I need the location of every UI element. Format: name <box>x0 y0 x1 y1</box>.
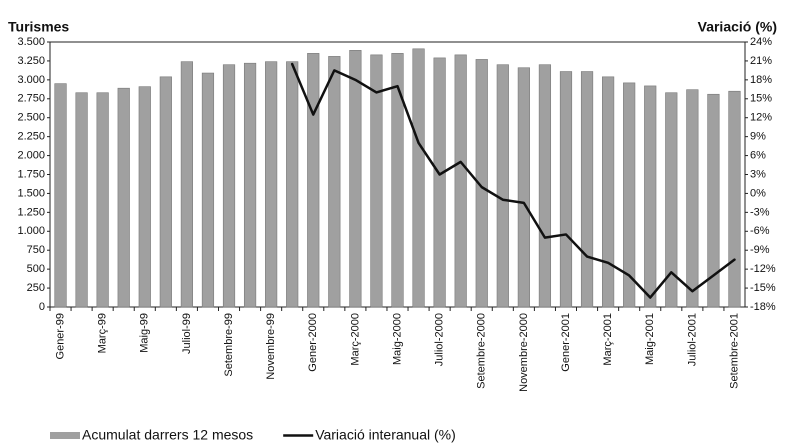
y2-tick-label: -18% <box>750 301 776 313</box>
bar <box>496 64 509 308</box>
bar <box>454 54 467 308</box>
x-tick-label: Maig-2001 <box>644 313 656 365</box>
y-tick-label: 3.500 <box>17 36 45 48</box>
bar <box>538 64 552 308</box>
bar <box>391 53 404 308</box>
y2-tick-label: 15% <box>750 93 772 105</box>
bar <box>686 89 699 308</box>
x-tick-label: Juliol-99 <box>181 313 193 354</box>
x-tick-label: Maig-2000 <box>391 313 403 365</box>
x-tick-label: Gener-2000 <box>307 313 319 372</box>
x-tick-label: Novembre-2000 <box>518 313 530 392</box>
y-tick-label: 1.750 <box>17 168 45 180</box>
y-tick-label: 0 <box>39 301 45 313</box>
x-tick-label: Juliol-2000 <box>434 313 446 366</box>
y2-tick-label: -6% <box>750 225 770 237</box>
legend-swatch <box>50 432 80 439</box>
bar <box>201 72 215 308</box>
y2-tick-label: 0% <box>750 187 766 199</box>
bar <box>517 67 530 308</box>
y-axis-title: Turismes <box>8 19 69 35</box>
x-tick-label: Març-2001 <box>602 313 614 366</box>
x-tick-label: Setembre-99 <box>223 313 235 377</box>
x-tick-label: Març-2000 <box>349 313 361 366</box>
y2-tick-label: -15% <box>750 282 776 294</box>
bar <box>328 56 341 308</box>
x-tick-label: Setembre-2000 <box>476 313 488 389</box>
y2-tick-label: -12% <box>750 263 776 275</box>
legend-text: Acumulat darrers 12 mesos <box>82 427 253 443</box>
y-tick-label: 750 <box>27 244 45 256</box>
bar <box>644 85 657 308</box>
bar <box>265 61 278 308</box>
x-tick-label: Setembre-2001 <box>728 313 740 389</box>
y2-tick-label: 24% <box>750 36 772 48</box>
bar <box>96 92 109 308</box>
bar <box>707 93 720 308</box>
y-tick-label: 3.000 <box>17 74 45 86</box>
y-tick-label: 1.000 <box>17 225 45 237</box>
bar <box>307 53 320 308</box>
bar <box>138 86 151 308</box>
bar <box>728 90 741 308</box>
bar <box>54 83 67 308</box>
y2-tick-label: 6% <box>750 149 766 161</box>
y2-tick-label: 9% <box>750 131 766 143</box>
bar <box>623 82 636 308</box>
y2-tick-label: 3% <box>750 168 766 180</box>
bar <box>159 76 172 308</box>
bar <box>180 61 193 308</box>
y2-tick-label: -3% <box>750 206 770 218</box>
x-tick-label: Març-99 <box>97 313 109 353</box>
bar <box>117 87 130 308</box>
y-tick-label: 250 <box>27 282 45 294</box>
bar <box>370 54 383 308</box>
x-tick-label: Juliol-2001 <box>686 313 698 366</box>
bar <box>580 71 594 308</box>
y-tick-label: 2.750 <box>17 93 45 105</box>
bar <box>412 48 425 308</box>
y2-tick-label: 21% <box>750 55 772 67</box>
bar <box>559 71 573 308</box>
bar <box>665 92 678 308</box>
bar <box>602 76 615 308</box>
x-tick-label: Novembre-99 <box>265 313 277 380</box>
y2-tick-label: -9% <box>750 244 770 256</box>
y-tick-label: 1.250 <box>17 206 45 218</box>
y-tick-label: 1.500 <box>17 187 45 199</box>
y-tick-label: 2.250 <box>17 131 45 143</box>
bar <box>433 57 446 308</box>
y2-tick-label: 12% <box>750 112 772 124</box>
line <box>290 62 736 299</box>
y2-tick-label: 18% <box>750 74 772 86</box>
bar <box>75 92 88 308</box>
y-tick-label: 3.250 <box>17 55 45 67</box>
x-tick-label: Gener-2001 <box>560 313 572 372</box>
x-tick-label: Maig-99 <box>139 313 151 353</box>
x-tick-label: Gener-99 <box>54 313 66 359</box>
bar <box>222 64 236 308</box>
bar <box>349 50 362 308</box>
bar <box>286 61 299 308</box>
bar <box>475 59 488 308</box>
bar <box>243 62 257 308</box>
y2-axis-title: Variació (%) <box>698 19 777 35</box>
y-tick-label: 2.500 <box>17 112 45 124</box>
y-tick-label: 2.000 <box>17 149 45 161</box>
legend-text: Variació interanual (%) <box>315 427 456 443</box>
y-tick-label: 500 <box>27 263 45 275</box>
